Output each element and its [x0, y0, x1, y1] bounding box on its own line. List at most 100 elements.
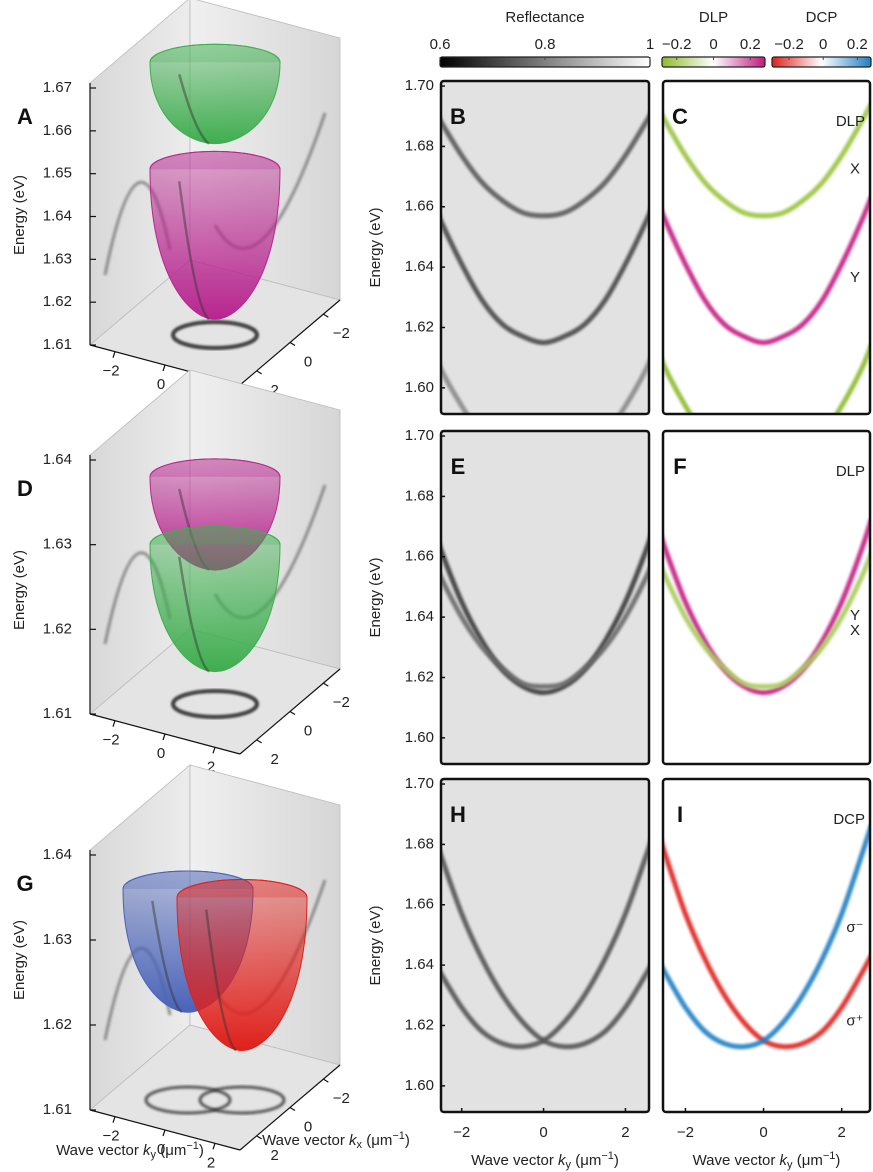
plot-frame	[661, 79, 872, 416]
x-tick	[112, 1116, 116, 1123]
panel-letter: I	[677, 802, 683, 827]
x-tick	[162, 364, 166, 372]
axis-title-part: −1	[601, 1150, 614, 1162]
y-tick-label: 2	[270, 751, 278, 768]
dispersion-curve	[440, 354, 650, 415]
surface-section	[178, 73, 210, 145]
y-tick-label: 1.66	[405, 548, 434, 565]
y-tick-label: 1.62	[405, 1016, 434, 1033]
z-tick-label: 1.64	[43, 207, 72, 224]
colorbar-tick-label: −0.2	[774, 36, 804, 53]
x-axis	[89, 713, 241, 755]
y-tick	[256, 739, 262, 744]
surface-rim	[149, 526, 281, 545]
axis-title-part: Wave vector	[693, 1152, 780, 1169]
plot-background	[662, 430, 871, 765]
surface-rim	[149, 150, 281, 170]
colorbar-tick-label: 0.2	[740, 36, 761, 53]
colorbar-tick-label: −0.2	[662, 36, 692, 53]
panel-letter: H	[450, 802, 466, 827]
y-axis	[239, 668, 341, 755]
axis-title-part: −1	[823, 1150, 836, 1162]
colorbar-tick-label: 0.6	[430, 36, 451, 53]
plot-frame	[439, 79, 651, 416]
y-tick-label: −2	[333, 325, 350, 342]
dispersion-curve	[662, 343, 871, 415]
x-tick-label: 0	[157, 376, 165, 393]
x-tick-label: 2	[838, 1124, 846, 1141]
dispersion-curve	[662, 551, 871, 689]
z-axis-title: Energy (eV)	[11, 550, 28, 630]
x-tick-label: 0	[157, 745, 165, 762]
colorbar-tick-label: 0.8	[535, 36, 556, 53]
y-tick-label: 1.64	[405, 258, 434, 275]
floor-ring	[198, 1085, 286, 1115]
y-tick-label: 1.70	[405, 775, 434, 792]
z-tick-label: 1.67	[43, 79, 72, 96]
axis-title-part: )	[199, 1142, 204, 1159]
y-tick	[323, 682, 329, 687]
surface-rim	[149, 43, 281, 63]
y-tick-label: 0	[304, 353, 312, 370]
panel-letter: B	[450, 104, 466, 129]
dispersion-curve	[662, 101, 871, 219]
surface-section	[151, 900, 183, 1014]
y-tick-label: 1.68	[405, 487, 434, 504]
z-tick-label: 1.62	[43, 293, 72, 310]
axis-title-part: k	[780, 1152, 789, 1169]
y-tick-label: 1.62	[405, 318, 434, 335]
x-tick-label: −2	[102, 363, 119, 380]
z-tick-label: 1.62	[43, 1016, 72, 1033]
y-tick-label: 1.70	[405, 77, 434, 94]
curve-label: X	[850, 622, 860, 639]
colorbar-tick-label: 1	[646, 36, 654, 53]
plot-background	[440, 430, 650, 765]
y-tick-label: 2	[270, 1147, 278, 1164]
y-tick	[323, 1078, 329, 1083]
axis-title-part: (μm	[156, 1142, 186, 1159]
colorbar-title: DLP	[699, 9, 728, 26]
x-tick	[162, 1129, 166, 1137]
y-tick-label: 1.66	[405, 198, 434, 215]
y-tick	[256, 370, 262, 375]
z-tick-label: 1.61	[43, 336, 72, 353]
x-tick	[112, 351, 116, 358]
axis-title-part: −1	[392, 1130, 405, 1142]
y-tick-label: 2	[270, 382, 278, 399]
y-tick-label: 0	[304, 722, 312, 739]
y-tick-label: 1.66	[405, 896, 434, 913]
axis-title-part: y	[566, 1159, 572, 1171]
plot-frame	[439, 777, 651, 1114]
panel-tag: DLP	[836, 113, 865, 130]
surface-section	[205, 909, 237, 1052]
y-tick-label: 1.70	[405, 427, 434, 444]
z-tick-label: 1.63	[43, 931, 72, 948]
z-tick-label: 1.62	[43, 620, 72, 637]
y-tick-label: 1.64	[405, 956, 434, 973]
floor-ring	[171, 320, 259, 350]
surface-section	[178, 181, 210, 321]
plot-background	[440, 80, 650, 415]
panel-letter: E	[451, 454, 466, 479]
y-axis-title: Energy (eV)	[367, 207, 384, 287]
panel-letter: F	[673, 454, 686, 479]
plot-background	[662, 778, 871, 1113]
dispersion-curve	[662, 195, 871, 346]
panel-letter: C	[672, 104, 688, 129]
axis-title-part: k	[558, 1152, 567, 1169]
dispersion-curve	[440, 110, 650, 219]
z-axis-title: Energy (eV)	[11, 920, 28, 1000]
surface-rim	[149, 458, 281, 477]
z-tick-label: 1.64	[43, 846, 72, 863]
z-tick-label: 1.63	[43, 536, 72, 553]
floor-ring	[144, 1085, 232, 1115]
x-tick-label: 0	[157, 1141, 165, 1158]
axis-title-part: (μm	[362, 1132, 392, 1149]
y-tick-label: −2	[333, 694, 350, 711]
axis-title-part: Wave vector	[262, 1132, 349, 1149]
x-tick	[162, 733, 166, 741]
curve-label: Y	[850, 269, 860, 286]
y-tick-label: 0	[304, 1118, 312, 1135]
